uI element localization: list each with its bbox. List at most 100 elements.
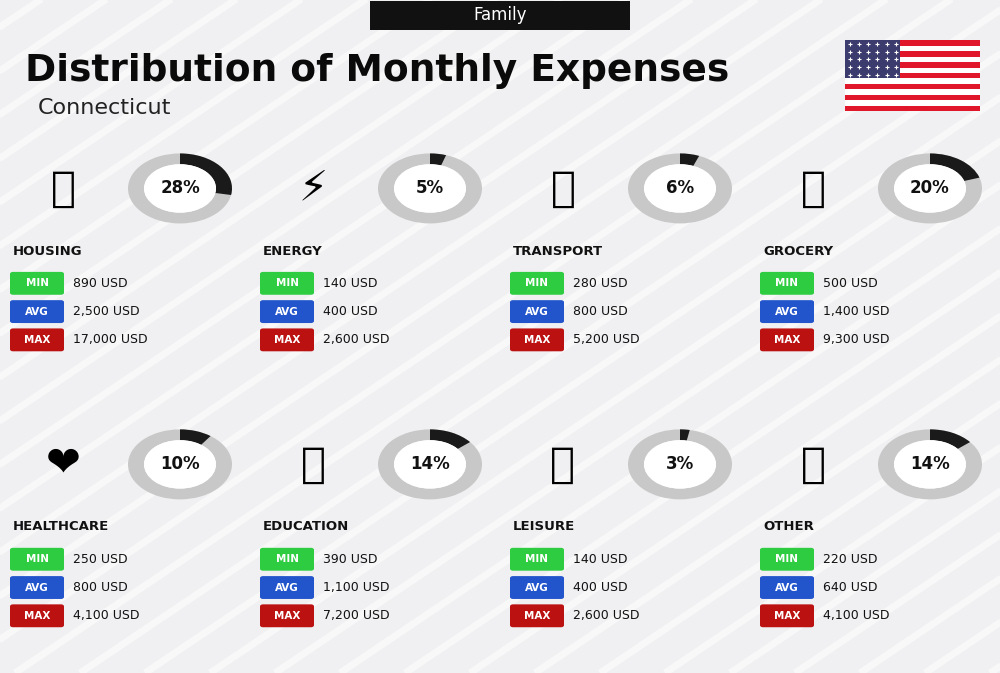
Text: MIN: MIN [526,555,548,564]
Wedge shape [128,429,232,499]
Text: 500 USD: 500 USD [823,277,878,290]
Wedge shape [378,153,482,223]
FancyBboxPatch shape [845,57,980,62]
Text: MIN: MIN [776,279,798,288]
FancyBboxPatch shape [260,604,314,627]
Wedge shape [628,153,732,223]
Text: MIN: MIN [776,555,798,564]
Text: MAX: MAX [24,335,50,345]
Text: 890 USD: 890 USD [73,277,128,290]
Text: 220 USD: 220 USD [823,553,878,566]
Circle shape [394,164,466,213]
Text: 🛍️: 🛍️ [550,444,576,485]
Text: 20%: 20% [910,180,950,197]
Text: HEALTHCARE: HEALTHCARE [13,520,109,534]
FancyBboxPatch shape [845,90,980,95]
Text: MIN: MIN [26,279,49,288]
Text: 2,600 USD: 2,600 USD [323,333,390,347]
Circle shape [144,440,216,489]
Text: 🚌: 🚌 [550,168,576,209]
Circle shape [644,164,716,213]
Text: LEISURE: LEISURE [513,520,575,534]
FancyBboxPatch shape [510,604,564,627]
Text: 9,300 USD: 9,300 USD [823,333,890,347]
Text: 6%: 6% [666,180,694,197]
Text: MAX: MAX [274,335,300,345]
Wedge shape [878,429,982,499]
Wedge shape [430,153,446,166]
Text: TRANSPORT: TRANSPORT [513,244,603,258]
Circle shape [894,164,966,213]
Text: AVG: AVG [525,583,549,592]
Text: ENERGY: ENERGY [263,244,323,258]
Text: 5,200 USD: 5,200 USD [573,333,640,347]
Text: 640 USD: 640 USD [823,581,878,594]
Text: Distribution of Monthly Expenses: Distribution of Monthly Expenses [25,52,729,89]
Text: 800 USD: 800 USD [73,581,128,594]
FancyBboxPatch shape [10,604,64,627]
FancyBboxPatch shape [510,548,564,571]
Text: MAX: MAX [524,335,550,345]
Circle shape [894,440,966,489]
Text: 14%: 14% [910,456,950,473]
FancyBboxPatch shape [260,272,314,295]
FancyBboxPatch shape [760,300,814,323]
FancyBboxPatch shape [845,40,980,46]
Wedge shape [180,429,211,445]
Circle shape [144,164,216,213]
Text: 2,600 USD: 2,600 USD [573,609,640,623]
Wedge shape [680,429,690,441]
FancyBboxPatch shape [510,576,564,599]
Text: GROCERY: GROCERY [763,244,833,258]
FancyBboxPatch shape [845,100,980,106]
Text: 10%: 10% [160,456,200,473]
FancyBboxPatch shape [845,51,980,57]
Text: OTHER: OTHER [763,520,814,534]
Text: AVG: AVG [775,583,799,592]
Text: MAX: MAX [274,611,300,621]
Text: 400 USD: 400 USD [573,581,628,594]
FancyBboxPatch shape [510,328,564,351]
Text: AVG: AVG [25,583,49,592]
Text: AVG: AVG [275,307,299,316]
FancyBboxPatch shape [845,46,980,51]
Text: 2,500 USD: 2,500 USD [73,305,140,318]
Text: 250 USD: 250 USD [73,553,128,566]
FancyBboxPatch shape [510,300,564,323]
Wedge shape [128,153,232,223]
Text: MAX: MAX [774,335,800,345]
FancyBboxPatch shape [845,106,980,111]
Text: 400 USD: 400 USD [323,305,378,318]
Text: 1,100 USD: 1,100 USD [323,581,390,594]
FancyBboxPatch shape [845,67,980,73]
FancyBboxPatch shape [260,548,314,571]
Text: MIN: MIN [276,279,299,288]
FancyBboxPatch shape [845,79,980,84]
FancyBboxPatch shape [10,576,64,599]
Text: 390 USD: 390 USD [323,553,378,566]
Text: 14%: 14% [410,456,450,473]
Text: 4,100 USD: 4,100 USD [73,609,140,623]
FancyBboxPatch shape [260,300,314,323]
FancyBboxPatch shape [760,548,814,571]
FancyBboxPatch shape [760,272,814,295]
Text: AVG: AVG [525,307,549,316]
Wedge shape [430,429,470,449]
FancyBboxPatch shape [845,73,980,79]
Text: 280 USD: 280 USD [573,277,628,290]
Text: ❤️: ❤️ [46,444,80,485]
FancyBboxPatch shape [760,604,814,627]
Text: HOUSING: HOUSING [13,244,83,258]
FancyBboxPatch shape [845,95,980,100]
FancyBboxPatch shape [10,548,64,571]
Text: AVG: AVG [25,307,49,316]
Text: 140 USD: 140 USD [573,553,628,566]
Text: MAX: MAX [524,611,550,621]
Text: 1,400 USD: 1,400 USD [823,305,890,318]
FancyBboxPatch shape [10,272,64,295]
Wedge shape [378,429,482,499]
Text: MAX: MAX [774,611,800,621]
FancyBboxPatch shape [845,84,980,90]
Wedge shape [878,153,982,223]
Text: Family: Family [473,7,527,24]
